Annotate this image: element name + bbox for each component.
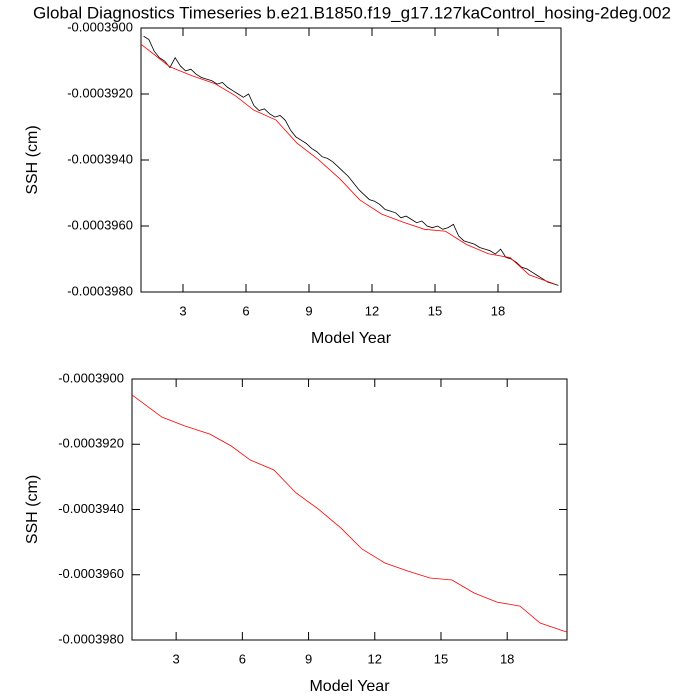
- plot-frame: [140, 27, 562, 293]
- y-tick-label: -0.0003920: [67, 85, 133, 100]
- y-tick-label: -0.0003900: [67, 19, 133, 34]
- x-tick-label: 18: [500, 651, 514, 666]
- y-tick-label: -0.0003980: [67, 283, 133, 298]
- y-axis-title: SSH (cm): [24, 475, 41, 544]
- x-tick-label: 15: [428, 303, 442, 318]
- chart-title: Global Diagnostics Timeseries b.e21.B185…: [33, 3, 671, 22]
- x-tick-label: 6: [239, 651, 246, 666]
- series-line: [143, 35, 559, 286]
- y-tick-label: -0.0003940: [67, 151, 133, 166]
- x-tick-label: 12: [368, 651, 382, 666]
- y-tick-label: -0.0003960: [58, 566, 124, 581]
- series-line: [140, 43, 556, 285]
- x-tick-label: 9: [305, 303, 312, 318]
- y-tick-label: -0.0003980: [58, 631, 124, 646]
- x-axis-title: Model Year: [309, 678, 390, 695]
- x-tick-label: 3: [173, 651, 180, 666]
- y-tick-label: -0.0003900: [58, 370, 124, 385]
- x-tick-label: 6: [242, 303, 249, 318]
- x-tick-label: 15: [434, 651, 448, 666]
- series-line: [131, 394, 568, 633]
- x-tick-label: 9: [305, 651, 312, 666]
- x-tick-label: 12: [365, 303, 379, 318]
- y-tick-label: -0.0003940: [58, 501, 124, 516]
- x-tick-label: 18: [491, 303, 505, 318]
- y-axis-title: SSH (cm): [24, 125, 41, 194]
- x-axis-title: Model Year: [311, 330, 392, 347]
- plot-frame: [131, 378, 568, 641]
- x-tick-label: 3: [179, 303, 186, 318]
- y-tick-label: -0.0003920: [58, 436, 124, 451]
- y-tick-label: -0.0003960: [67, 217, 133, 232]
